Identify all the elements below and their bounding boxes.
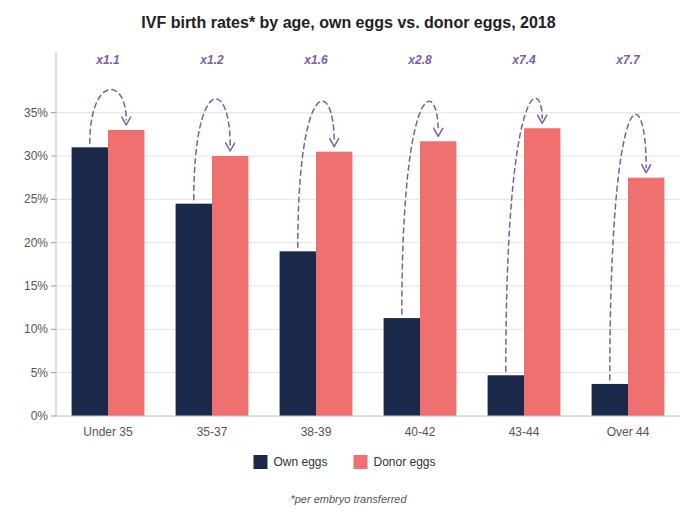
arrowhead — [642, 165, 651, 173]
tick-label: 38-39 — [301, 425, 332, 439]
grid-line — [56, 242, 680, 243]
arrowhead — [226, 143, 235, 151]
bar — [212, 156, 248, 416]
grid-line — [56, 156, 680, 157]
tick-label: 35% — [24, 106, 48, 120]
arc — [90, 89, 126, 143]
legend-swatch — [254, 455, 268, 469]
bar — [488, 375, 524, 416]
grid-line — [56, 112, 680, 113]
bar — [72, 147, 108, 416]
tick-label: 25% — [24, 192, 48, 206]
background — [0, 0, 697, 517]
bar — [316, 152, 352, 416]
bar — [420, 141, 456, 416]
tick-label: 20% — [24, 236, 48, 250]
legend-swatch — [354, 455, 368, 469]
annotation: x7.4 — [511, 53, 536, 67]
legend-label: Own eggs — [274, 455, 328, 469]
bar — [176, 204, 212, 416]
grid-line — [56, 286, 680, 287]
chart: IVF birth rates* by age, own eggs vs. do… — [0, 0, 697, 517]
arc — [610, 114, 646, 380]
annotation: x1.6 — [303, 53, 328, 67]
annotation: x1.1 — [95, 53, 120, 67]
subtitle: *per embryo transferred — [290, 493, 407, 505]
tick-mark — [51, 286, 56, 287]
axis-line — [56, 52, 57, 416]
arc — [506, 98, 542, 371]
legend: Own eggs Donor eggs — [254, 455, 436, 469]
tick-label: 0% — [31, 409, 49, 423]
grid-line — [56, 199, 680, 200]
arrowhead — [330, 139, 339, 147]
title: IVF birth rates* by age, own eggs vs. do… — [141, 14, 555, 31]
arrowhead — [122, 117, 131, 125]
annotations: x1.1 x1.2 x1.6 x2.8 x7.4 x7.7 — [90, 53, 651, 380]
bar — [108, 130, 144, 416]
tick-label: 43-44 — [509, 425, 540, 439]
tick-mark — [51, 372, 56, 373]
tick-mark — [51, 156, 56, 157]
annotation: x7.7 — [615, 53, 641, 67]
bar — [628, 178, 664, 416]
tick-label: Under 35 — [83, 425, 133, 439]
tick-mark — [51, 199, 56, 200]
annotation: x1.2 — [199, 53, 224, 67]
tick-mark — [51, 242, 56, 243]
tick-label: 15% — [24, 279, 48, 293]
arrowhead — [434, 128, 443, 136]
tick-mark — [51, 112, 56, 113]
tick-mark — [51, 416, 56, 417]
tick-label: 40-42 — [405, 425, 436, 439]
bar — [384, 318, 420, 416]
bar — [280, 251, 316, 416]
grid-line — [56, 372, 680, 373]
tick-label: Over 44 — [607, 425, 650, 439]
arrowhead — [538, 115, 547, 123]
bar — [592, 384, 628, 416]
axis-line — [56, 416, 680, 417]
tick-mark — [51, 329, 56, 330]
bar — [524, 128, 560, 416]
grid-line — [56, 329, 680, 330]
tick-label: 5% — [31, 366, 49, 380]
bars — [72, 128, 665, 416]
arc — [194, 99, 230, 200]
annotation: x2.8 — [407, 53, 432, 67]
y-axis: 0% 5% 10% 15% 20% 25% 30% 35% — [24, 106, 680, 423]
tick-label: 35-37 — [197, 425, 228, 439]
arc — [298, 101, 334, 247]
x-axis: Under 35 35-37 38-39 40-42 43-44 Over 44 — [83, 425, 649, 439]
tick-label: 10% — [24, 322, 48, 336]
tick-label: 30% — [24, 149, 48, 163]
legend-label: Donor eggs — [374, 455, 436, 469]
grid-line — [56, 416, 680, 417]
arc — [402, 101, 438, 314]
